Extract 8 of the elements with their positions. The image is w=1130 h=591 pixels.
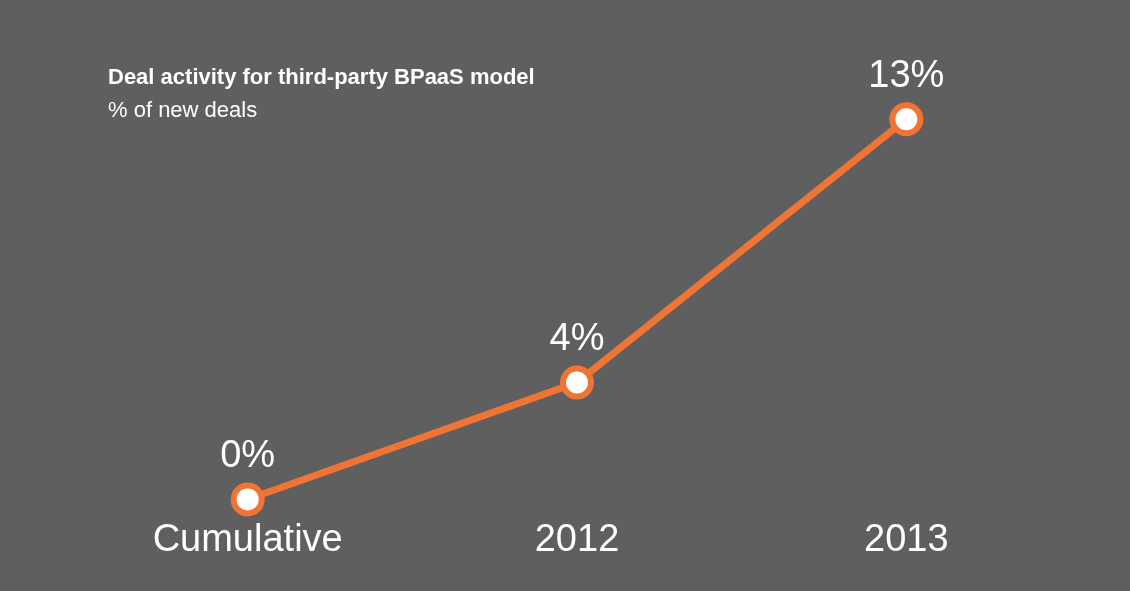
data-label: 4% xyxy=(549,315,605,358)
data-label: 13% xyxy=(868,52,945,95)
chart-title: Deal activity for third-party BPaaS model xyxy=(108,64,535,90)
chart-subtitle: % of new deals xyxy=(108,97,258,123)
data-label: 0% xyxy=(220,432,276,475)
x-tick-label: 2012 xyxy=(534,516,620,559)
x-tick-label: 2013 xyxy=(864,516,949,559)
x-tick-label: Cumulative xyxy=(152,516,343,559)
